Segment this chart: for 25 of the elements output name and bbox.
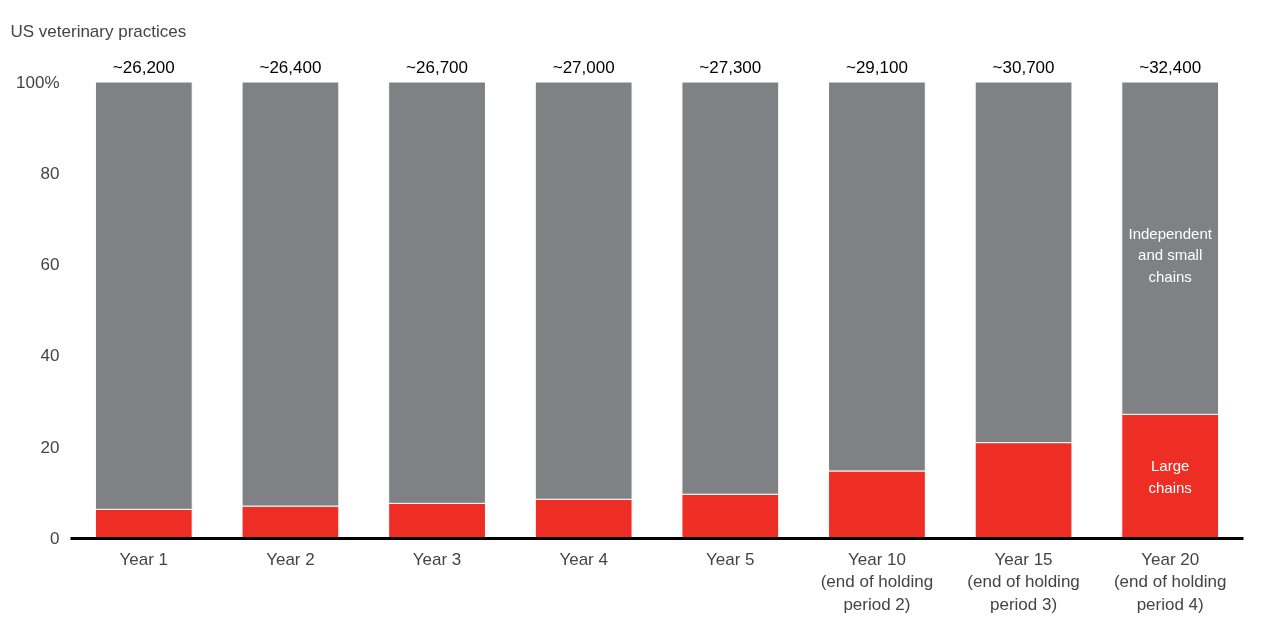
y-tick-label: 100% xyxy=(16,72,60,92)
x-tick-label: Year 2 xyxy=(266,549,315,569)
y-tick-label: 40 xyxy=(40,346,60,366)
series-label: Large chains xyxy=(1148,457,1192,496)
x-tick-label: Year 5 xyxy=(706,549,755,569)
x-tick-label: Year 15 (end of holding period 3) xyxy=(967,549,1080,615)
series-label: Independent and small chains xyxy=(1128,225,1213,285)
annotation: ~26,200 xyxy=(112,58,175,78)
annotation: ~26,400 xyxy=(259,58,322,78)
x-tick-label: Year 20 (end of holding period 4) xyxy=(1113,549,1227,615)
x-tick-label: Year 4 xyxy=(559,549,608,569)
annotation: ~30,700 xyxy=(992,58,1055,78)
y-tick-label: 60 xyxy=(40,255,60,275)
x-tick-label: Year 1 xyxy=(119,549,169,569)
annotation: ~27,300 xyxy=(699,58,762,78)
y-tick-label: 20 xyxy=(40,437,60,457)
annotation: ~27,000 xyxy=(552,58,615,78)
x-tick-label: Year 3 xyxy=(412,549,462,569)
annotation: ~26,700 xyxy=(406,58,469,78)
y-tick-label: 0 xyxy=(50,529,60,548)
annotation: ~32,400 xyxy=(1139,58,1202,78)
annotation: ~29,100 xyxy=(845,58,908,78)
chart-title: US veterinary practices xyxy=(10,21,187,41)
x-tick-label: Year 10 (end of holding period 2) xyxy=(820,549,934,615)
y-tick-label: 80 xyxy=(40,163,60,183)
